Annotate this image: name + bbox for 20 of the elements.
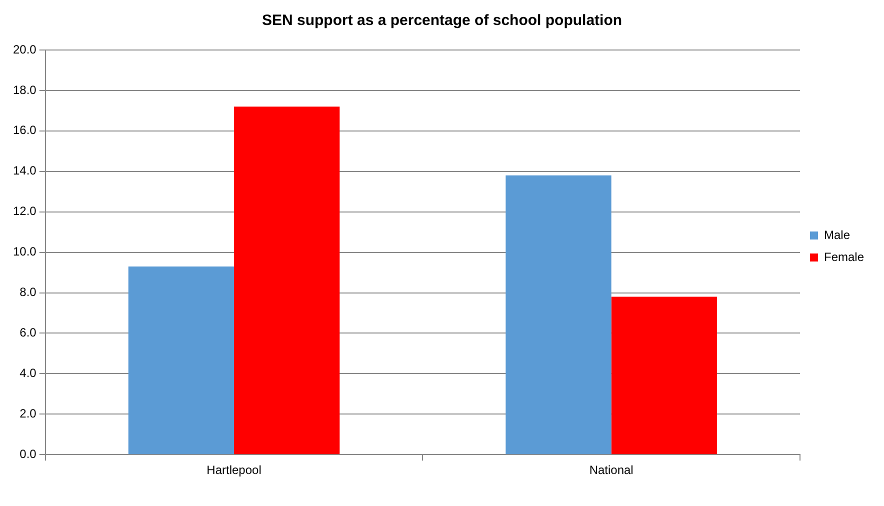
x-tick-label: Hartlepool	[206, 463, 262, 478]
bar	[128, 266, 234, 454]
y-tick-label: 20.0	[12, 42, 37, 56]
bar	[234, 106, 340, 454]
y-tick-label: 2.0	[20, 406, 37, 420]
y-tick-label: 12.0	[12, 204, 37, 218]
y-tick-label: 8.0	[20, 285, 37, 300]
y-tick-label: 0.0	[20, 446, 37, 461]
bar	[611, 296, 717, 454]
chart-title: SEN support as a percentage of school population	[262, 12, 622, 30]
y-tick-label: 6.0	[20, 326, 37, 340]
legend-label: Female	[824, 250, 864, 264]
bar	[506, 175, 612, 454]
y-tick-label: 10.0	[12, 244, 37, 259]
y-tick-label: 16.0	[12, 123, 37, 138]
y-tick-label: 18.0	[12, 82, 37, 97]
x-tick-label: National	[589, 463, 634, 478]
y-tick-label: 14.0	[12, 164, 37, 178]
y-tick-label: 4.0	[20, 366, 37, 380]
legend-label: Male	[824, 228, 850, 242]
